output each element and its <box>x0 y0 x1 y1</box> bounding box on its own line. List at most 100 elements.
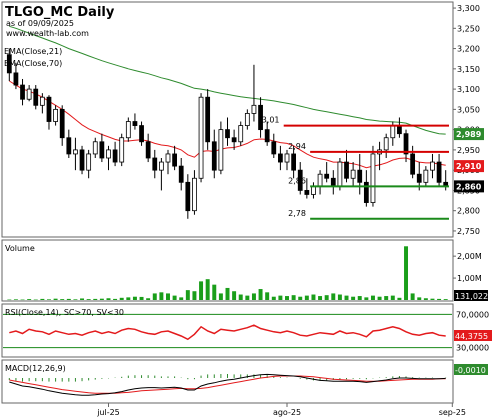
volume-bar <box>390 295 395 300</box>
candle <box>258 97 263 138</box>
candle <box>112 141 118 167</box>
volume-bar <box>93 298 98 300</box>
volume-bar <box>370 295 375 300</box>
macd-line <box>9 373 446 396</box>
rsi-last-value: 44,3755 <box>455 332 488 341</box>
price-badge-label: 2,989 <box>456 130 482 139</box>
candle <box>284 149 290 171</box>
volume-bar <box>337 294 342 300</box>
volume-bar <box>73 299 78 300</box>
volume-last-value: 131,022 <box>455 292 488 301</box>
candle-body <box>165 153 171 163</box>
candle-body <box>370 153 376 203</box>
rsi-axis: 70,0000 30,0000 <box>456 310 489 352</box>
candle <box>238 121 244 146</box>
candle-body <box>357 169 363 183</box>
ema70-line <box>9 25 446 135</box>
volume-bar <box>179 297 184 300</box>
candle <box>86 149 92 179</box>
candle-body <box>6 54 12 74</box>
volume-bar <box>265 292 270 300</box>
macd-label: MACD(12,26,9) <box>5 364 66 373</box>
volume-bar <box>364 297 369 300</box>
candle-body <box>139 125 144 143</box>
level-label: 3,01 <box>262 116 280 125</box>
candle-body <box>119 137 125 163</box>
chart-title: TLGO_MC Daily <box>5 5 115 20</box>
volume-bar <box>172 295 177 300</box>
volume-bar <box>324 295 329 300</box>
candle <box>297 162 303 195</box>
candle <box>192 170 197 215</box>
volume-bar <box>199 281 204 300</box>
macd-histogram <box>8 374 447 382</box>
volume-bar <box>66 298 71 300</box>
chart-date: as of 09/09/2025 <box>6 19 74 28</box>
candle <box>172 145 177 171</box>
rsi-last-badge: 44,3755 <box>454 330 492 341</box>
candle-body <box>198 96 204 179</box>
volume-bar <box>397 297 402 300</box>
candle-body <box>99 141 105 159</box>
volume-bar <box>113 298 118 300</box>
candle <box>53 105 58 126</box>
price-axis: 3,3003,2503,2003,1503,1003,0503,0002,950… <box>453 4 480 236</box>
candle-body <box>264 129 270 143</box>
candle <box>26 85 32 102</box>
volume-bar <box>185 290 190 300</box>
candle-body <box>86 153 92 171</box>
rsi-line <box>9 324 446 341</box>
price-badge-label: 2,910 <box>456 162 482 171</box>
candle-body <box>311 185 316 195</box>
volume-bar <box>430 298 435 300</box>
candle-body <box>178 165 184 183</box>
level-label: 2,94 <box>288 142 306 151</box>
candle <box>357 153 363 195</box>
candle-body <box>291 153 297 171</box>
candle-body <box>145 141 151 159</box>
price-tick-label: 3,150 <box>457 65 480 74</box>
volume-bar <box>159 292 164 300</box>
candle-body <box>271 141 277 155</box>
volume-bar <box>60 299 65 300</box>
level-label: 2,78 <box>288 209 306 218</box>
chart-website: www.wealth-lab.com <box>6 29 89 38</box>
candle <box>363 170 369 207</box>
volume-bar <box>146 298 151 300</box>
candle <box>291 145 297 179</box>
candle-body <box>436 161 442 183</box>
volume-axis: 2,00M 1,00M <box>453 252 482 283</box>
volume-bar <box>99 298 104 300</box>
candle-body <box>33 88 39 106</box>
candle-body <box>416 173 422 183</box>
candle-body <box>185 181 191 212</box>
candle <box>344 149 349 183</box>
volume-bar <box>218 293 223 300</box>
candle-body <box>158 161 164 171</box>
candle-body <box>304 190 310 195</box>
candles <box>6 48 449 219</box>
price-tick-label: 3,300 <box>457 4 480 13</box>
candle-body <box>172 153 177 167</box>
volume-panel: 2,00M 1,00M Volume 131,022 <box>1 239 488 302</box>
volume-bar <box>27 299 32 300</box>
candle <box>198 93 204 183</box>
price-tick-label: 3,200 <box>457 45 480 54</box>
candle <box>139 121 144 146</box>
candle <box>264 121 270 146</box>
macd-last-value: -0,0010 <box>455 366 486 375</box>
candle-body <box>258 104 263 131</box>
candle <box>73 137 78 171</box>
candle-body <box>297 169 303 191</box>
candle <box>423 166 429 187</box>
candle <box>218 121 224 175</box>
candle <box>185 174 191 219</box>
candle <box>205 89 211 150</box>
candle <box>304 178 310 199</box>
candle-body <box>238 125 244 143</box>
level-label: 2,86 <box>288 176 306 185</box>
price-tick-label: 3,250 <box>457 24 480 33</box>
macd-panel: MACD(12,26,9) -0,0010 <box>1 359 488 404</box>
macd-series <box>9 373 446 396</box>
candle <box>92 137 98 158</box>
